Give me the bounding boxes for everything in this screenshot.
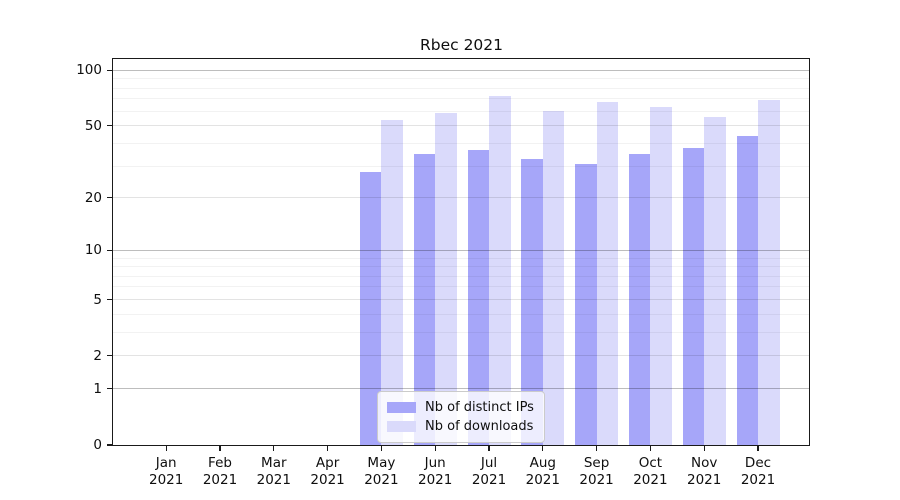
x-tick-month: Feb [208, 455, 232, 471]
x-tick-year: 2021 [471, 471, 507, 488]
gridline-y-90 [113, 78, 809, 80]
x-tick-month: Mar [261, 455, 287, 471]
x-tick-mark-sep [595, 446, 598, 451]
bar-distinct-ips-aug [521, 158, 543, 445]
y-tick-label-0: 0 [93, 437, 102, 453]
bar-downloads-may [381, 119, 403, 445]
x-tick-mark-jun [434, 446, 436, 451]
y-tick-mark-1 [107, 388, 112, 390]
x-tick-label-aug: Aug 2021 [526, 455, 560, 488]
x-tick-month: Apr [315, 455, 340, 471]
x-tick-month: May [367, 455, 396, 471]
x-tick-year: 2021 [740, 471, 776, 488]
y-tick-label-50: 50 [84, 117, 102, 134]
x-tick-year: 2021 [202, 471, 238, 488]
x-tick-label-apr: Apr 2021 [310, 455, 344, 488]
y-tick-mark-0 [107, 444, 112, 446]
x-tick-mark-nov [703, 446, 705, 451]
x-tick-year: 2021 [149, 471, 184, 488]
x-tick-label-nov: Nov 2021 [687, 455, 721, 488]
gridline-y-80 [113, 87, 809, 89]
legend-entry-distinct-ips: Nb of distinct IPs [387, 399, 534, 416]
gridline-y-70 [113, 98, 809, 100]
bar-downloads-dec [758, 100, 780, 445]
bar-distinct-ips-sep [575, 163, 597, 445]
y-tick-label-20: 20 [84, 189, 102, 206]
bar-downloads-aug [542, 111, 565, 445]
x-tick-label-may: May 2021 [364, 455, 398, 488]
x-tick-label-jul: Jul 2021 [472, 455, 506, 488]
x-tick-year: 2021 [579, 471, 614, 488]
y-tick-label-10: 10 [84, 242, 102, 259]
x-tick-month: Nov [691, 455, 718, 471]
x-tick-year: 2021 [633, 471, 668, 488]
bar-distinct-ips-may [359, 171, 382, 445]
legend-swatch-downloads [387, 421, 416, 432]
x-tick-mark-mar [273, 446, 275, 451]
x-tick-year: 2021 [364, 471, 399, 488]
bar-distinct-ips-jul [467, 149, 489, 445]
legend-label-distinct-ips: Nb of distinct IPs [425, 400, 534, 415]
x-tick-label-dec: Dec 2021 [741, 455, 775, 488]
y-tick-mark-20 [107, 197, 112, 199]
x-tick-label-sep: Sep 2021 [579, 455, 613, 488]
x-tick-month: Aug [529, 455, 556, 471]
legend-entry-downloads: Nb of downloads [387, 418, 534, 435]
x-tick-year: 2021 [687, 471, 722, 488]
legend-label-downloads: Nb of downloads [425, 419, 534, 434]
plot-area: 0 1 2 5 10 20 50 100 Jan 2021 Feb 2021 Mar 2021 Apr 202… [76, 58, 810, 488]
x-tick-year: 2021 [256, 471, 291, 488]
bar-downloads-sep [596, 102, 619, 445]
x-tick-mark-dec [757, 446, 759, 451]
bar-downloads-jul [489, 95, 511, 445]
bar-downloads-oct [650, 107, 672, 445]
y-tick-mark-2 [107, 355, 112, 357]
x-tick-year: 2021 [310, 471, 345, 488]
x-tick-mark-jul [488, 446, 490, 451]
x-tick-month: Jul [480, 455, 498, 471]
y-tick-label-5: 5 [93, 291, 102, 308]
x-tick-label-jan: Jan 2021 [149, 455, 183, 488]
y-tick-mark-10 [107, 249, 112, 251]
x-tick-year: 2021 [418, 471, 453, 488]
legend: Nb of distinct IPs Nb of downloads [377, 391, 545, 443]
x-tick-label-jun: Jun 2021 [418, 455, 452, 488]
y-tick-mark-100 [107, 69, 112, 71]
x-tick-label-feb: Feb 2021 [203, 455, 237, 488]
y-tick-mark-5 [107, 298, 112, 301]
chart-title: Rbec 2021 [419, 36, 504, 54]
bar-downloads-nov [704, 116, 726, 445]
bar-distinct-ips-jun [413, 154, 436, 445]
x-tick-mark-feb [219, 446, 221, 451]
x-tick-month: Jan [155, 455, 177, 471]
gridline-y-100 [113, 69, 809, 71]
x-tick-label-mar: Mar 2021 [257, 455, 291, 488]
bar-distinct-ips-oct [628, 154, 651, 445]
x-tick-year: 2021 [525, 471, 560, 488]
bar-distinct-ips-nov [682, 147, 705, 445]
x-tick-mark-may [380, 446, 383, 451]
x-tick-month: Sep [583, 455, 610, 471]
x-tick-mark-apr [326, 446, 329, 451]
y-tick-label-2: 2 [93, 347, 102, 364]
y-tick-mark-50 [107, 125, 112, 127]
x-tick-month: Dec [744, 455, 772, 471]
y-tick-label-100: 100 [76, 62, 102, 79]
legend-swatch-distinct-ips [387, 402, 416, 413]
bar-distinct-ips-dec [736, 135, 758, 445]
x-tick-mark-oct [649, 446, 652, 451]
bar-downloads-jun [435, 112, 457, 445]
x-tick-month: Jun [424, 455, 446, 471]
gridline-y-60 [113, 110, 809, 112]
x-tick-month: Oct [638, 455, 663, 471]
y-tick-label-1: 1 [93, 380, 102, 397]
x-tick-mark-aug [542, 446, 544, 451]
x-tick-mark-jan [165, 446, 167, 451]
x-tick-label-oct: Oct 2021 [633, 455, 667, 488]
